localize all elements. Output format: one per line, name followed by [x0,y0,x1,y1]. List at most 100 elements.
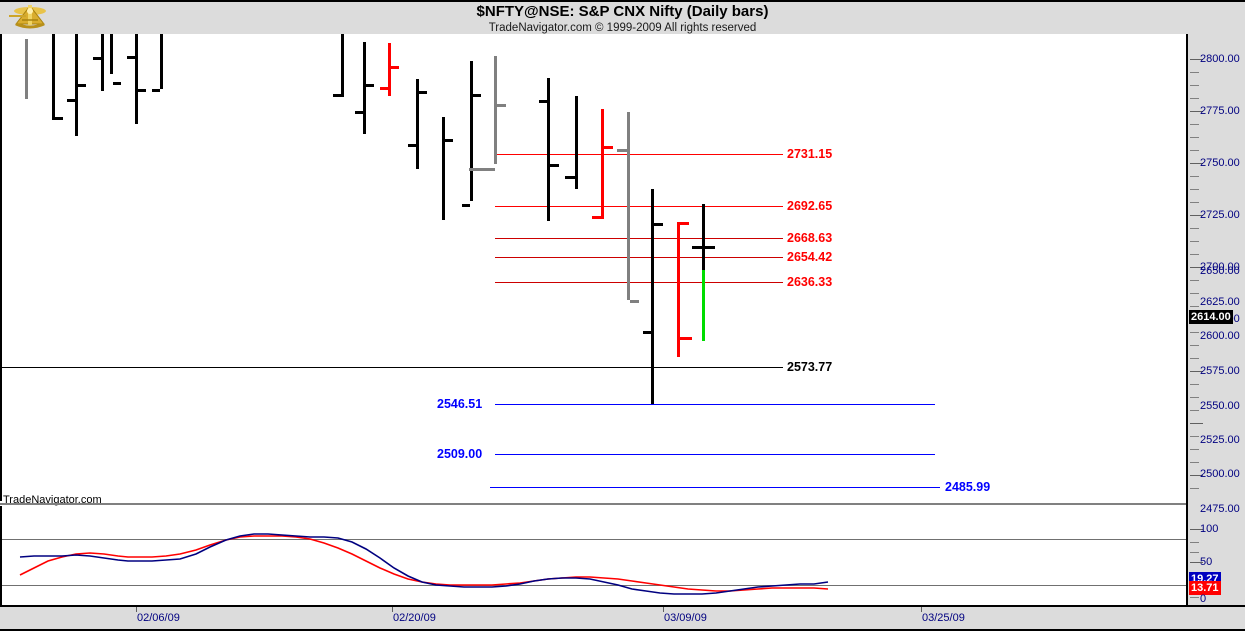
ohlc-bar-current [702,204,705,270]
ohlc-open-tick [630,300,639,303]
axis-tick [1190,137,1199,138]
axis-label-2775: 2775.00 [1200,105,1240,117]
level-line-2485 [490,487,940,488]
indicator-axis-tick [1190,552,1199,553]
level-label-2509: 2509.00 [437,447,483,461]
ohlc-bar [75,34,78,136]
ohlc-close-tick [78,84,86,87]
axis-tick [1190,423,1203,424]
ohlc-close-tick [565,176,575,179]
date-tick [136,607,137,612]
ohlc-close-tick [419,91,427,94]
axis-tick [1190,111,1203,112]
level-label-2546: 2546.51 [437,397,483,411]
axis-tick [1190,436,1199,437]
axis-tick [1190,345,1199,346]
ohlc-open-tick [355,111,363,114]
date-tick [921,607,922,612]
axis-label-2525: 2525.00 [1200,434,1240,446]
header-top-rule [0,0,1245,2]
axis-tick [1190,488,1199,489]
ohlc-close-tick [138,89,146,92]
level-line-2546 [495,404,935,405]
price-chart-pane[interactable]: 2731.15 2692.65 2668.63 2654.42 2636.33 … [0,34,1186,501]
axis-tick [1190,293,1199,294]
level-dash-2692 [767,206,779,207]
ohlc-bar [547,78,550,221]
level-dash-2636 [767,282,779,283]
ohlc-bar [110,34,113,74]
ohlc-open-tick [380,87,388,90]
level-label-2485: 2485.99 [945,480,991,494]
level-line-2636 [495,282,783,283]
ohlc-bar-current-green [702,270,705,341]
ohlc-bar [160,34,163,89]
indicator-axis-tick [1190,562,1203,563]
axis-label-2725: 2725.00 [1200,209,1240,221]
ohlc-open-tick [469,168,495,171]
ohlc-open-tick [408,144,416,147]
ohlc-close-tick [391,66,399,69]
ohlc-open-tick [643,331,652,334]
indicator-axis-label-100: 100 [1200,523,1219,535]
level-line-2668 [495,238,783,239]
ohlc-close-tick [113,82,121,85]
ohlc-bar [627,112,630,300]
axis-tick [1190,475,1203,476]
axis-tick [1190,124,1199,125]
ohlc-bar [470,61,473,201]
axis-tick [1190,228,1199,229]
level-line-2731 [495,154,783,155]
level-label-2731: 2731.15 [787,147,833,161]
ohlc-close-tick [55,117,63,120]
ohlc-bar [442,117,445,220]
axis-label-2750: 2750.00 [1200,157,1240,169]
axis-label-2500: 2500.00 [1200,468,1240,480]
axis-tick [1190,215,1203,216]
current-price-badge: 2614.00 [1189,310,1233,324]
price-axis[interactable]: 2800.00 2775.00 2750.00 2725.00 2700.00 … [1186,34,1245,619]
axis-tick [1190,358,1199,359]
price-pane-left-border [0,34,2,501]
ohlc-open-tick [67,99,75,102]
axis-tick [1190,449,1199,450]
axis-label-2650: 2650.00 [1200,265,1240,277]
ohlc-bar [651,189,654,404]
axis-tick [1190,72,1199,73]
ohlc-open-tick [592,216,601,219]
axis-label-2475: 2475.00 [1200,503,1240,515]
level-label-2636: 2636.33 [787,275,833,289]
ohlc-close-tick [473,94,481,97]
level-label-2692: 2692.65 [787,199,833,213]
date-tick [392,607,393,612]
ohlc-open-tick [462,204,470,207]
ohlc-open-tick [93,57,101,60]
axis-tick [1190,306,1199,307]
ohlc-close-tick [366,84,374,87]
date-label-0206: 02/06/09 [137,612,180,624]
indicator-axis-tick [1190,597,1199,598]
axis-tick [1190,59,1203,60]
indicator-gridline-20 [0,585,1186,586]
ohlc-bar [25,39,28,99]
indicator-axis-tick [1190,542,1199,543]
level-label-2654: 2654.42 [787,250,833,264]
ohlc-close-tick [705,246,715,249]
date-label-0220: 02/20/09 [393,612,436,624]
ohlc-bar [52,34,55,120]
ohlc-close-tick [333,94,341,97]
date-axis[interactable]: 02/06/09 02/20/09 03/09/09 03/25/09 [0,605,1245,631]
axis-tick [1190,189,1199,190]
stoch-k-line [19,533,829,595]
indicator-axis-label-50: 50 [1200,556,1213,568]
ohlc-close-tick [604,146,613,149]
level-label-2668: 2668.63 [787,231,833,245]
indicator-axis-label-0: 0 [1200,593,1207,605]
level-label-2573: 2573.77 [787,360,833,374]
stochastic-indicator-pane[interactable]: StochD (3)StochK (14,3) [0,506,1186,605]
indicator-gridline-80 [0,539,1186,540]
ohlc-open-tick [127,56,135,59]
axis-tick [1190,85,1199,86]
level-dash-2654 [767,257,779,258]
axis-tick [1190,462,1199,463]
